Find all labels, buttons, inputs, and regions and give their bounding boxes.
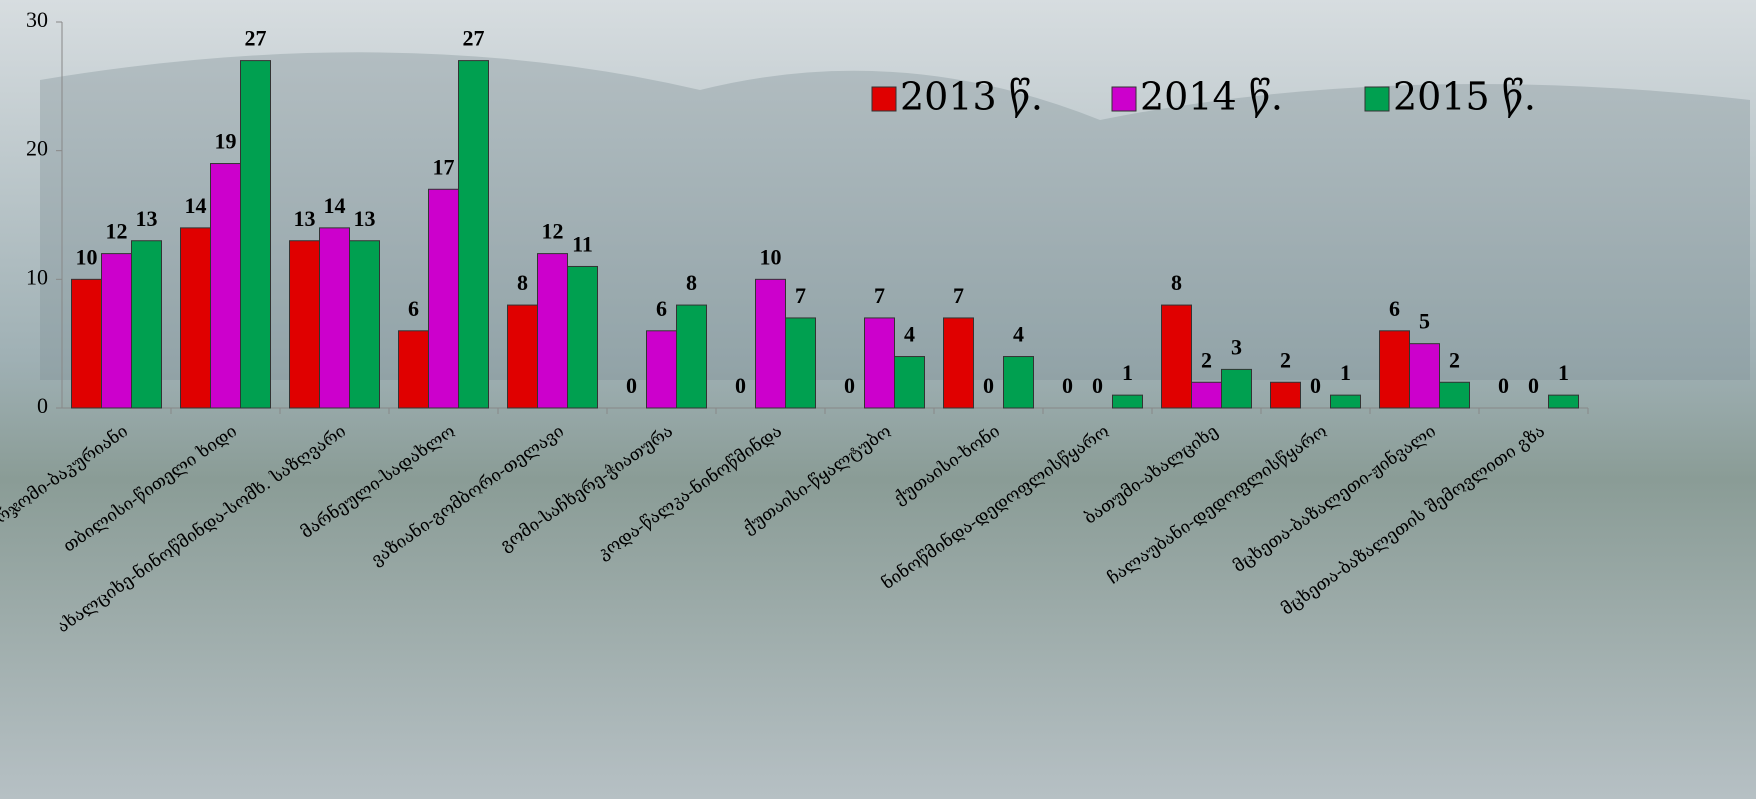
bar [1409,343,1440,409]
value-label: 0 [844,373,855,398]
value-label: 1 [1558,360,1569,385]
value-label: 27 [245,26,267,51]
bar [349,240,380,409]
bar [785,317,816,409]
value-label: 27 [463,26,485,51]
bar [131,240,162,409]
value-label: 3 [1231,334,1242,359]
value-label: 0 [1092,373,1103,398]
value-label: 1 [1340,360,1351,385]
y-tick-label: 0 [37,393,48,418]
value-label: 0 [1498,373,1509,398]
bar [428,188,459,409]
bar [537,253,568,409]
legend-swatch [1111,86,1137,112]
bar [1379,330,1410,409]
value-label: 2 [1280,347,1291,372]
bar [180,227,211,409]
value-label: 7 [795,283,806,308]
legend-label: 2013 წ. [900,75,1043,119]
value-label: 19 [215,129,237,154]
value-label: 2 [1201,347,1212,372]
bar [101,253,132,409]
bar [1161,304,1192,409]
value-label: 0 [1528,373,1539,398]
value-label: 2 [1449,347,1460,372]
value-label: 17 [433,154,455,179]
bar [240,60,271,409]
bar [289,240,320,409]
legend-swatch [871,86,897,112]
value-label: 8 [1171,270,1182,295]
bar [210,163,241,409]
bar [71,278,102,409]
legend-label: 2015 წ. [1393,75,1536,119]
bar [1191,381,1222,409]
value-label: 4 [904,322,915,347]
value-label: 0 [735,373,746,398]
legend-label: 2014 წ. [1140,75,1283,119]
value-label: 6 [656,296,667,321]
value-label: 13 [354,206,376,231]
bar [755,278,786,409]
bar [567,265,598,409]
bar [1003,356,1034,409]
y-tick-label: 30 [26,7,48,32]
value-label: 12 [106,219,128,244]
bar [1112,394,1143,409]
value-label: 0 [983,373,994,398]
value-label: 6 [1389,296,1400,321]
bar [894,356,925,409]
bar [864,317,895,409]
value-label: 12 [542,219,564,244]
value-label: 5 [1419,309,1430,334]
value-label: 14 [185,193,207,218]
value-label: 7 [874,283,885,308]
bar [458,60,489,409]
value-label: 8 [686,270,697,295]
value-label: 0 [1062,373,1073,398]
value-label: 13 [136,206,158,231]
bar [1221,368,1252,409]
value-label: 10 [76,244,98,269]
value-label: 0 [626,373,637,398]
bar [676,304,707,409]
bar [1548,394,1579,409]
value-label: 1 [1122,360,1133,385]
bar [1439,381,1470,409]
bar [507,304,538,409]
value-label: 10 [760,244,782,269]
bar [943,317,974,409]
bar [1330,394,1361,409]
bar [319,227,350,409]
bar [398,330,429,409]
value-label: 14 [324,193,346,218]
value-label: 11 [572,232,593,257]
value-label: 4 [1013,322,1024,347]
bar [646,330,677,409]
value-label: 6 [408,296,419,321]
y-tick-label: 20 [26,136,48,161]
value-label: 8 [517,270,528,295]
legend-swatch [1364,86,1390,112]
bar [1270,381,1301,409]
value-label: 7 [953,283,964,308]
value-label: 0 [1310,373,1321,398]
y-tick-label: 10 [26,264,48,289]
value-label: 13 [294,206,316,231]
